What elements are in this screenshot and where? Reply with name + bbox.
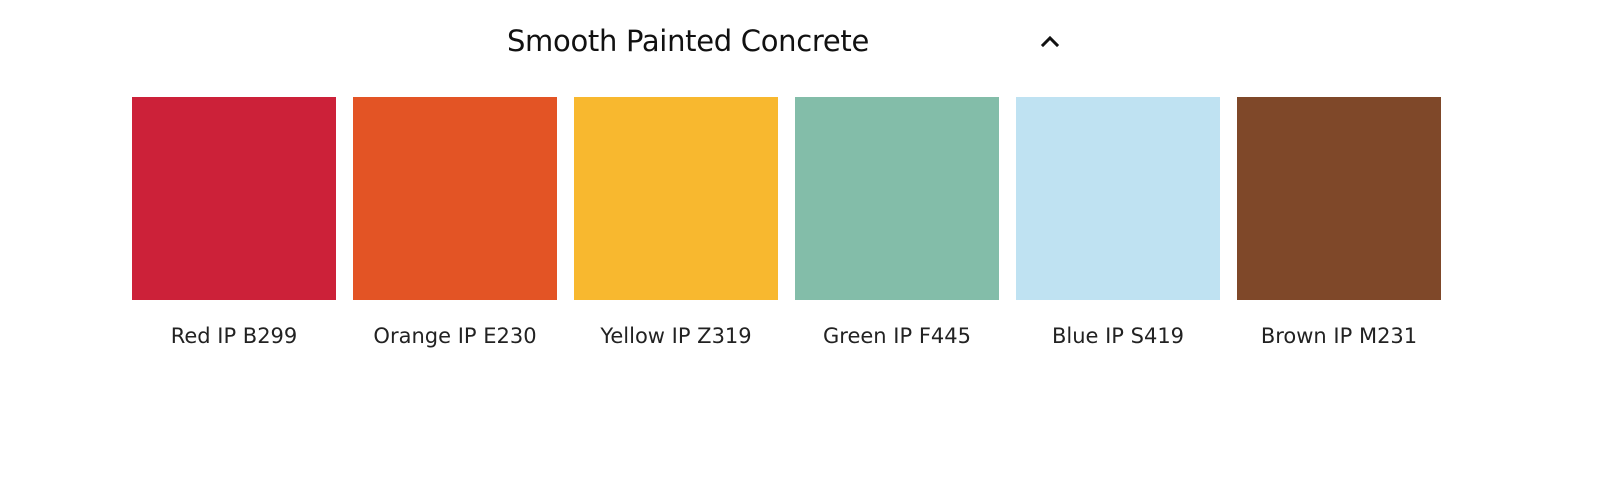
color-swatch-list: Red IP B299 Orange IP E230 Yellow IP Z319 G… — [132, 97, 1458, 348]
swatch-color-box[interactable] — [132, 97, 336, 300]
swatch-label: Orange IP E230 — [373, 324, 537, 348]
swatch-label: Green IP F445 — [823, 324, 971, 348]
swatch-label: Brown IP M231 — [1260, 324, 1418, 348]
color-swatch[interactable]: Yellow IP Z319 — [574, 97, 778, 348]
swatch-color-box[interactable] — [353, 97, 557, 300]
color-swatch[interactable]: Orange IP E230 — [353, 97, 557, 348]
color-swatch[interactable]: Blue IP S419 — [1016, 97, 1220, 348]
swatch-color-box[interactable] — [795, 97, 999, 300]
swatch-label: Yellow IP Z319 — [600, 324, 752, 348]
swatch-label: Red IP B299 — [170, 324, 298, 348]
swatch-color-box[interactable] — [574, 97, 778, 300]
section-title: Smooth Painted Concrete — [506, 24, 870, 58]
color-swatch[interactable]: Red IP B299 — [132, 97, 336, 348]
swatch-label: Blue IP S419 — [1051, 324, 1185, 348]
chevron-up-icon[interactable] — [1035, 26, 1065, 56]
swatch-color-box[interactable] — [1237, 97, 1441, 300]
swatch-color-box[interactable] — [1016, 97, 1220, 300]
color-swatch[interactable]: Brown IP M231 — [1237, 97, 1441, 348]
color-swatch[interactable]: Green IP F445 — [795, 97, 999, 348]
